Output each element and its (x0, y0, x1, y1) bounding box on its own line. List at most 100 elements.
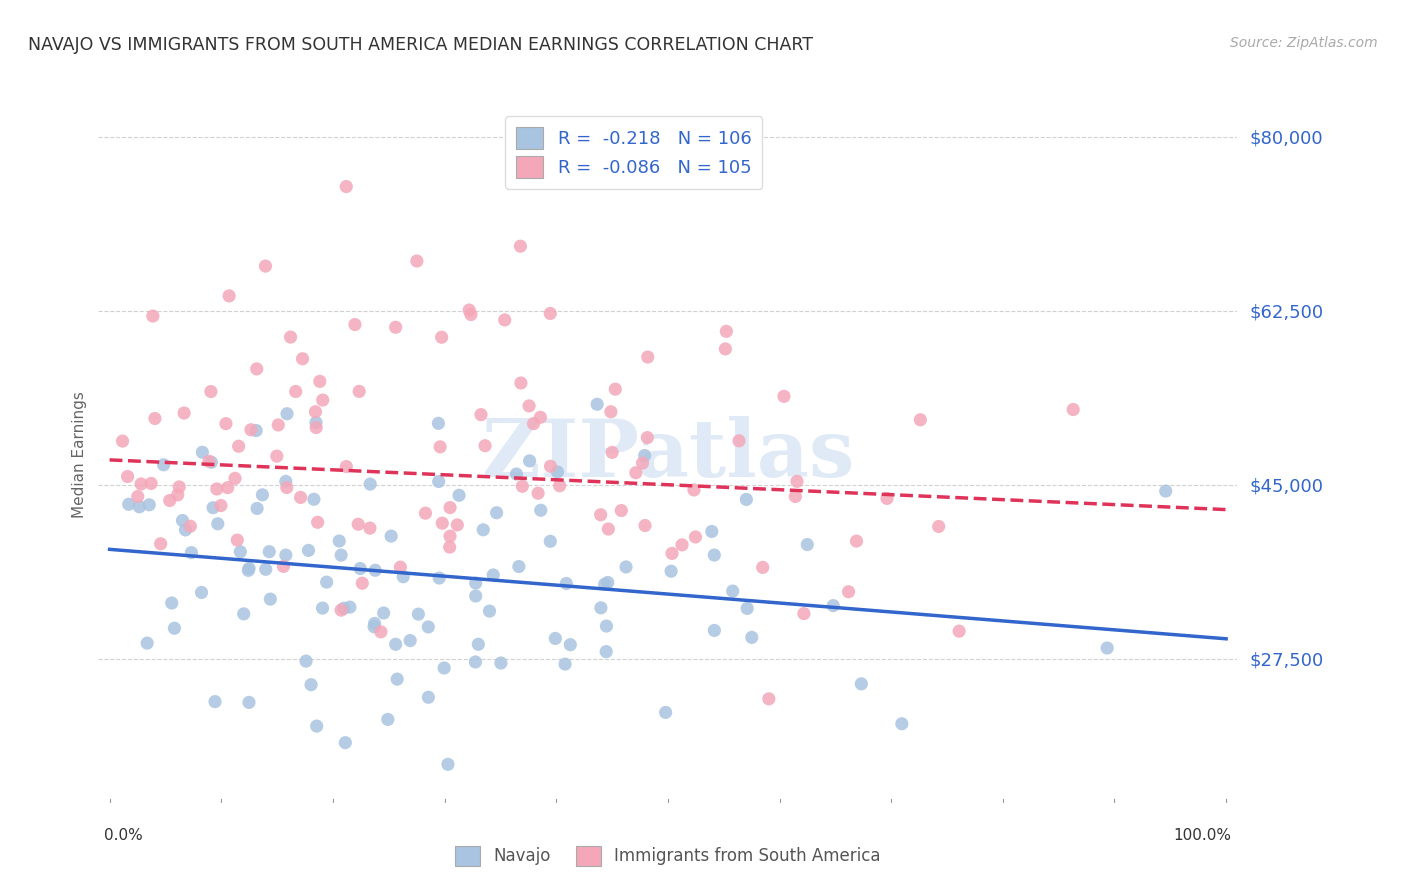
Point (540, 459, 562, 474)
Point (339, 600, 361, 615)
Point (1095, 640, 1118, 655)
Point (948, 624, 970, 639)
Point (671, 538, 693, 552)
Point (399, 633, 422, 648)
Point (299, 678, 322, 692)
Point (302, 492, 325, 507)
Point (758, 691, 780, 706)
Point (474, 439, 496, 453)
Point (554, 657, 576, 671)
Point (347, 384, 370, 399)
Point (1062, 402, 1084, 417)
Point (751, 560, 773, 574)
Point (845, 534, 868, 549)
Point (276, 407, 298, 421)
Point (297, 543, 319, 558)
Point (305, 416, 328, 430)
Point (308, 375, 330, 389)
Point (464, 655, 486, 669)
Point (349, 561, 371, 575)
Point (659, 564, 682, 578)
Point (118, 497, 141, 511)
Point (418, 690, 440, 705)
Point (229, 545, 252, 559)
Point (661, 546, 683, 560)
Point (460, 308, 482, 322)
Point (529, 410, 551, 425)
Point (716, 324, 738, 338)
Point (773, 389, 796, 403)
Point (509, 376, 531, 390)
Point (363, 620, 385, 634)
Point (139, 476, 162, 491)
Point (380, 529, 402, 543)
Point (202, 500, 225, 515)
Point (218, 289, 240, 303)
Point (910, 413, 932, 427)
Point (439, 500, 461, 515)
Point (200, 384, 222, 399)
Text: Source: ZipAtlas.com: Source: ZipAtlas.com (1230, 36, 1378, 50)
Point (796, 537, 818, 551)
Point (384, 637, 406, 651)
Point (405, 254, 427, 268)
Point (174, 523, 197, 537)
Point (335, 736, 357, 750)
Point (274, 548, 297, 562)
Point (432, 516, 454, 531)
Point (377, 713, 399, 727)
Point (117, 469, 139, 483)
Point (430, 330, 453, 344)
Point (598, 522, 620, 536)
Point (159, 493, 181, 508)
Text: 100.0%: 100.0% (1174, 828, 1232, 843)
Point (215, 417, 238, 431)
Point (427, 417, 450, 431)
Point (429, 440, 451, 454)
Point (291, 351, 314, 366)
Point (589, 508, 612, 522)
Point (128, 500, 150, 514)
Point (519, 454, 541, 468)
Point (683, 483, 706, 497)
Point (721, 584, 744, 599)
Point (173, 406, 195, 420)
Point (217, 481, 239, 495)
Point (364, 563, 387, 577)
Point (204, 695, 226, 709)
Point (207, 516, 229, 531)
Point (624, 466, 647, 480)
Point (142, 309, 165, 323)
Point (530, 503, 553, 517)
Point (254, 259, 277, 273)
Point (149, 537, 172, 551)
Point (464, 589, 486, 603)
Point (259, 592, 281, 607)
Point (180, 546, 202, 560)
Point (363, 616, 385, 631)
Point (136, 636, 159, 650)
Point (276, 481, 298, 495)
Point (494, 313, 516, 327)
Point (735, 492, 758, 507)
Point (266, 449, 288, 463)
Point (127, 490, 149, 504)
Point (470, 408, 492, 422)
Point (928, 519, 950, 533)
Point (205, 482, 228, 496)
Text: NAVAJO VS IMMIGRANTS FROM SOUTH AMERICA MEDIAN EARNINGS CORRELATION CHART: NAVAJO VS IMMIGRANTS FROM SOUTH AMERICA … (28, 36, 813, 54)
Point (793, 607, 815, 621)
Point (254, 562, 277, 576)
Point (179, 519, 201, 533)
Point (343, 318, 366, 332)
Point (415, 506, 437, 520)
Point (295, 654, 318, 668)
Point (703, 548, 725, 562)
Point (304, 405, 326, 419)
Legend: Navajo, Immigrants from South America: Navajo, Immigrants from South America (449, 839, 887, 872)
Point (246, 501, 269, 516)
Point (232, 607, 254, 621)
Point (735, 601, 758, 615)
Point (600, 405, 623, 419)
Point (538, 306, 561, 320)
